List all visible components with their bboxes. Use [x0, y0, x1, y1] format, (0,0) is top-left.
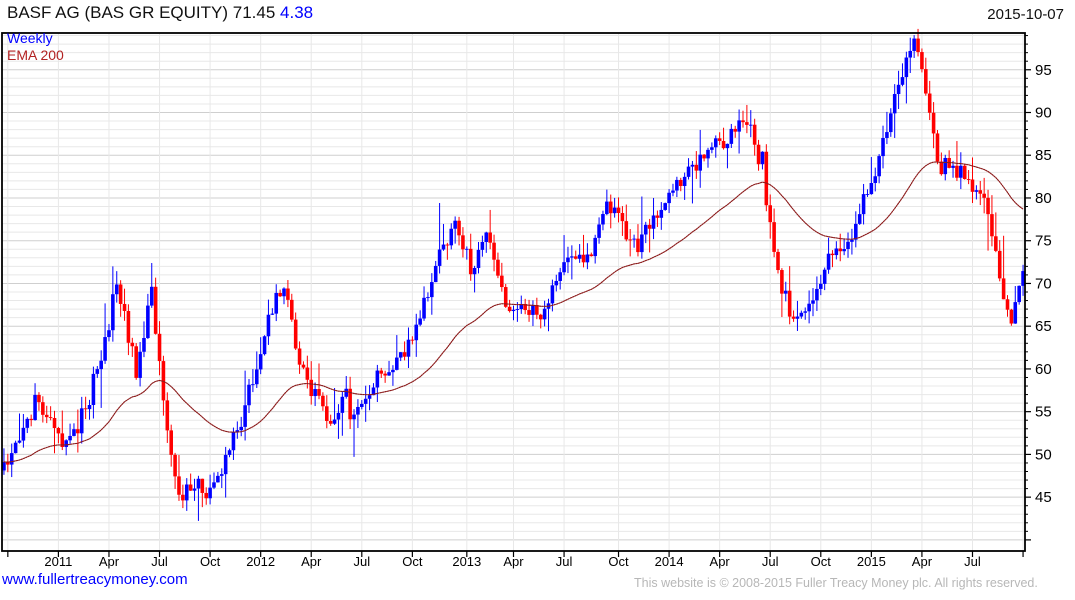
svg-text:60: 60: [1035, 361, 1052, 378]
svg-text:Oct: Oct: [200, 554, 221, 569]
svg-text:Jul: Jul: [556, 554, 573, 569]
svg-text:2013: 2013: [452, 554, 481, 569]
svg-text:90: 90: [1035, 105, 1052, 122]
svg-text:85: 85: [1035, 147, 1052, 164]
svg-text:55: 55: [1035, 404, 1052, 421]
svg-text:Oct: Oct: [402, 554, 423, 569]
svg-text:45: 45: [1035, 489, 1052, 506]
svg-text:80: 80: [1035, 190, 1052, 207]
svg-text:Apr: Apr: [710, 554, 731, 569]
svg-text:Jul: Jul: [964, 554, 981, 569]
svg-text:Jul: Jul: [353, 554, 370, 569]
svg-text:Oct: Oct: [608, 554, 629, 569]
svg-text:Jul: Jul: [151, 554, 168, 569]
svg-text:Apr: Apr: [503, 554, 524, 569]
svg-text:70: 70: [1035, 275, 1052, 292]
svg-text:50: 50: [1035, 446, 1052, 463]
svg-text:Jul: Jul: [762, 554, 779, 569]
svg-text:65: 65: [1035, 318, 1052, 335]
svg-text:2014: 2014: [655, 554, 684, 569]
svg-text:2012: 2012: [246, 554, 275, 569]
svg-text:Apr: Apr: [99, 554, 120, 569]
svg-text:75: 75: [1035, 233, 1052, 250]
svg-text:Oct: Oct: [811, 554, 832, 569]
svg-text:Apr: Apr: [912, 554, 933, 569]
svg-text:2015: 2015: [857, 554, 886, 569]
svg-text:Apr: Apr: [301, 554, 322, 569]
svg-text:95: 95: [1035, 62, 1052, 79]
svg-text:2011: 2011: [44, 554, 72, 569]
